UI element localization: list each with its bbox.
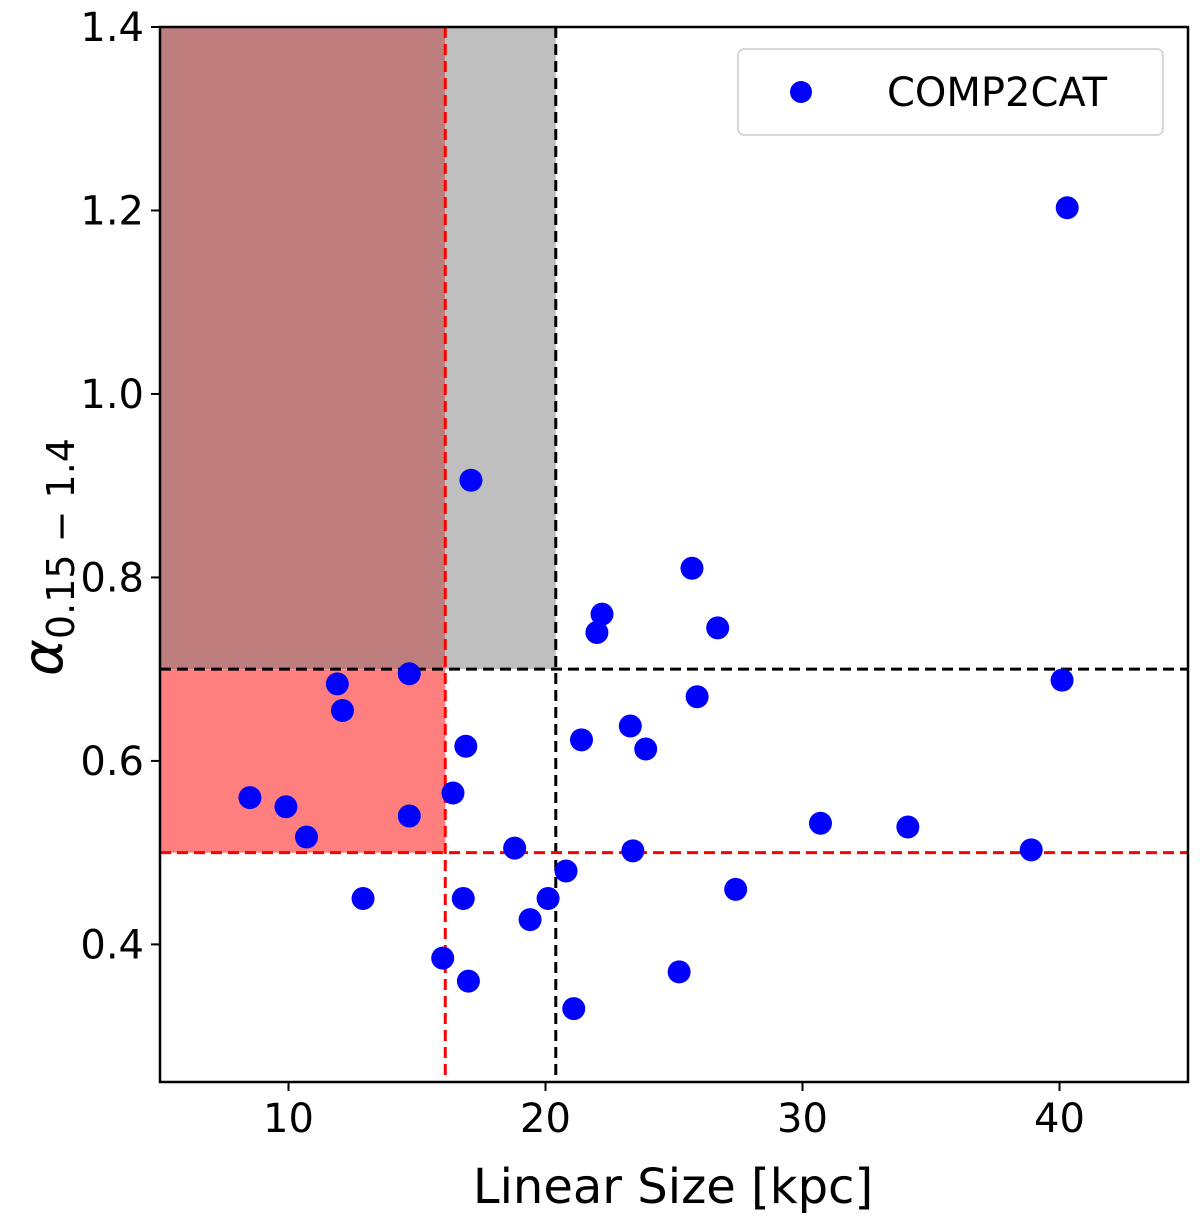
data-point [454,734,478,758]
data-point [536,887,560,911]
data-point [441,781,465,805]
data-points [238,196,1079,1021]
data-point [680,556,704,580]
x-tick-label: 30 [777,1096,828,1142]
data-point [618,714,642,738]
x-tick-label: 10 [263,1096,314,1142]
y-axis-ticks: 0.4 0.6 0.8 1.0 1.2 1.4 [80,5,160,968]
data-point [351,887,375,911]
gray-region [445,27,556,670]
data-point [456,969,480,993]
legend-entry-comp2cat: COMP2CAT [887,70,1108,116]
y-tick-label: 0.6 [80,739,144,785]
data-point [397,804,421,828]
data-point [1019,838,1043,862]
data-point [562,997,586,1021]
data-point [518,908,542,932]
data-point [724,877,748,901]
y-tick-label: 1.4 [80,5,144,51]
data-point [238,786,262,810]
brown-region [160,27,446,670]
data-point [569,728,593,752]
data-point [706,616,730,640]
y-tick-label: 0.8 [80,555,144,601]
data-point [325,672,349,696]
y-axis-label: α0.15 − 1.4 [11,438,83,676]
red-region [160,669,446,853]
x-axis-ticks: 10 20 30 40 [263,1082,1085,1142]
data-point [451,887,475,911]
data-point [554,859,578,883]
data-point [685,685,709,709]
data-point [585,620,609,644]
data-point [1050,668,1074,692]
legend-marker [790,81,812,103]
x-tick-label: 40 [1034,1096,1085,1142]
data-point [503,836,527,860]
y-axis-label-subscript: 0.15 − 1.4 [39,438,83,639]
x-tick-label: 20 [520,1096,571,1142]
data-point [590,602,614,626]
y-axis-label-symbol: α [11,639,76,676]
data-point [621,839,645,863]
data-point [274,795,298,819]
x-axis-label: Linear Size [kpc] [473,1159,873,1215]
data-point [1055,196,1079,220]
data-point [808,811,832,835]
y-tick-label: 0.4 [80,922,144,968]
reference-lines [160,27,1188,1082]
plot-frame [158,25,1190,1084]
data-point [634,737,658,761]
data-point [397,662,421,686]
y-tick-label: 1.2 [80,188,144,234]
legend: COMP2CAT [737,48,1164,136]
shaded-regions [160,27,556,853]
data-point [330,698,354,722]
data-point [667,960,691,984]
data-point [896,815,920,839]
y-tick-label: 1.0 [80,372,144,418]
data-point [431,946,455,970]
legend-box [737,48,1164,136]
data-point [459,468,483,492]
data-point [294,825,318,849]
